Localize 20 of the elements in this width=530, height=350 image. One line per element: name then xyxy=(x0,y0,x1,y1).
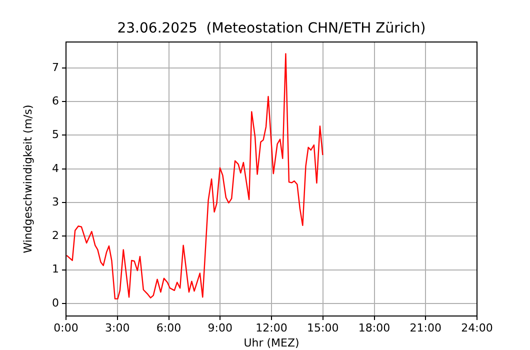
x-tick-label: 9:00 xyxy=(208,321,232,334)
y-axis-title: Windgeschwindigkeit (m/s) xyxy=(21,104,34,254)
y-tick-label: 2 xyxy=(52,229,59,242)
y-tick-label: 3 xyxy=(52,195,59,208)
x-tick-label: 18:00 xyxy=(358,321,390,334)
y-tick-label: 0 xyxy=(52,296,59,310)
y-tick-label: 4 xyxy=(52,162,59,175)
x-tick-label: 0:00 xyxy=(54,321,78,334)
x-axis-title: Uhr (MEZ) xyxy=(244,336,300,350)
x-tick-label: 21:00 xyxy=(410,321,442,334)
x-tick-label: 12:00 xyxy=(256,321,288,334)
y-tick-label: 5 xyxy=(52,128,59,142)
x-tick-label: 15:00 xyxy=(307,321,339,334)
y-tick-label: 1 xyxy=(52,262,59,276)
x-tick-label: 24:00 xyxy=(461,321,493,334)
chart-title: 23.06.2025 (Meteostation CHN/ETH Zürich) xyxy=(117,20,426,37)
x-tick-label: 3:00 xyxy=(105,321,130,334)
y-tick-label: 6 xyxy=(52,94,59,108)
y-tick-label: 7 xyxy=(52,60,59,74)
x-tick-label: 6:00 xyxy=(156,321,182,334)
